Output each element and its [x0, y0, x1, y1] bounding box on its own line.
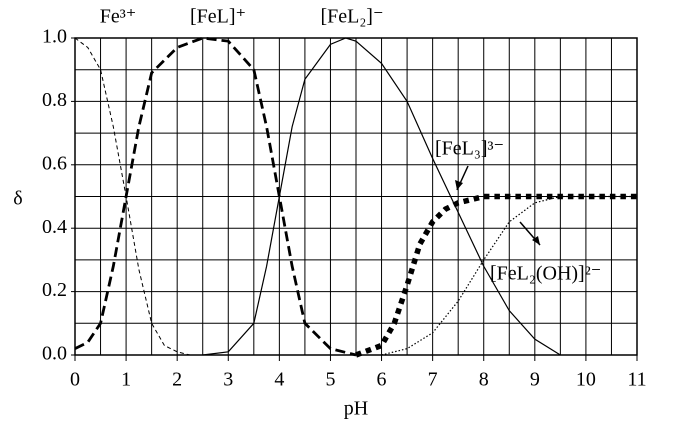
series-line: [74, 37, 191, 356]
x-tick-label: 8: [479, 369, 489, 391]
series-label: Fe³⁺: [100, 6, 137, 28]
y-axis-label: δ: [13, 188, 22, 210]
x-axis-label: pH: [344, 398, 368, 420]
series-label: [FeL₃]³⁻: [435, 138, 504, 160]
series-label: [FeL]⁺: [190, 6, 246, 28]
series-line: [202, 37, 561, 356]
series-label: [FeL₂]⁻: [320, 6, 383, 28]
y-tick-label: 0.0: [42, 343, 67, 365]
y-tick-label: 0.2: [42, 279, 67, 301]
series-line: [355, 193, 637, 358]
x-tick-label: 5: [325, 369, 335, 391]
x-tick-label: 1: [121, 369, 131, 391]
y-tick-label: 1.0: [42, 26, 67, 48]
y-tick-label: 0.4: [42, 216, 67, 238]
series-line: [381, 195, 637, 356]
x-tick-label: 7: [428, 369, 438, 391]
x-tick-label: 11: [627, 369, 646, 391]
arrow-head: [455, 180, 463, 190]
x-tick-label: 2: [172, 369, 182, 391]
series-label: [FeL₂(OH)]²⁻: [490, 263, 601, 285]
x-tick-label: 4: [274, 369, 284, 391]
y-tick-label: 0.8: [42, 89, 67, 111]
series-line: [74, 36, 357, 357]
x-tick-label: 0: [70, 369, 80, 391]
y-tick-label: 0.6: [42, 152, 67, 174]
x-tick-label: 10: [576, 369, 596, 391]
x-tick-label: 9: [530, 369, 540, 391]
x-tick-label: 6: [377, 369, 387, 391]
arrow-head: [532, 236, 540, 245]
x-tick-label: 3: [223, 369, 233, 391]
